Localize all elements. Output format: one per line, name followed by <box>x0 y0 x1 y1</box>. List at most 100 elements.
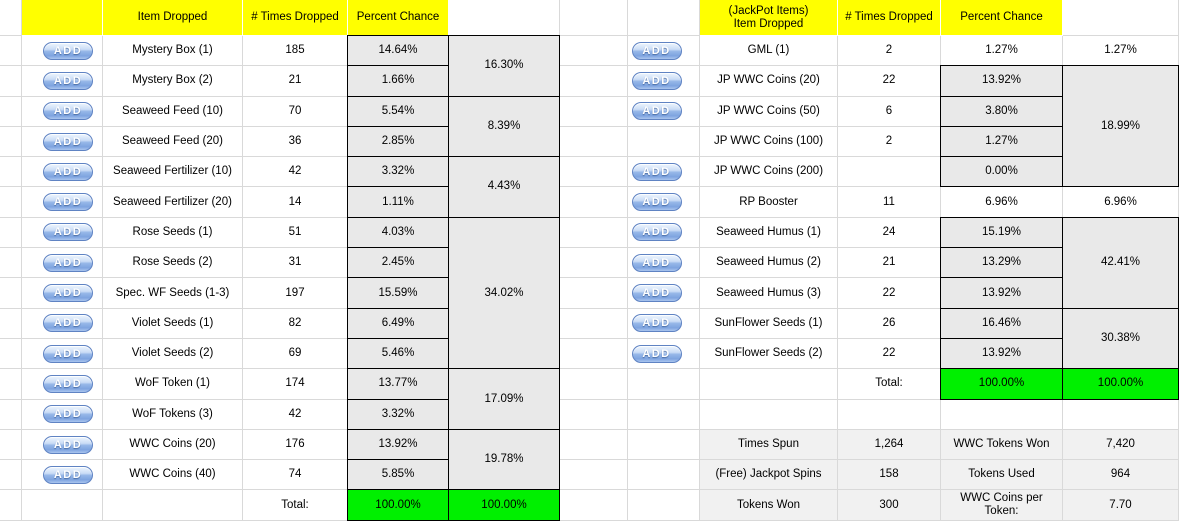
percent-cell: 0.00% <box>940 156 1063 188</box>
gap-cell <box>560 308 628 339</box>
empty-cell <box>0 460 22 491</box>
add-button-seaweed-feed-20[interactable]: ADD <box>43 132 93 151</box>
add-button-seaweed-fertilizer-20[interactable]: ADD <box>43 193 93 212</box>
gap-cell <box>560 338 628 370</box>
add-button-wwc-coins-20[interactable]: ADD <box>43 435 93 454</box>
times-cell: 2 <box>838 126 941 158</box>
add-button-seaweed-humus-1[interactable]: ADD <box>631 223 682 242</box>
empty-cell <box>0 429 22 461</box>
total-label-left: Total: <box>243 490 348 521</box>
gap-cell <box>560 157 628 188</box>
add-button-spec-wf-seeds[interactable]: ADD <box>43 284 93 303</box>
times-cell: 174 <box>243 369 348 400</box>
item-cell: Seaweed Fertilizer (10) <box>103 157 243 188</box>
add-button-wwc-coins-40[interactable]: ADD <box>43 465 93 484</box>
times-cell: 22 <box>838 338 941 370</box>
add-button-sunflower-seeds-2[interactable]: ADD <box>631 344 682 363</box>
add-button-rose-seeds-1[interactable]: ADD <box>43 223 93 242</box>
times-cell: 6 <box>838 96 941 127</box>
group-percent-cell: 1.27% <box>1063 36 1179 67</box>
add-cell: ADD <box>22 96 103 127</box>
item-cell: WoF Token (1) <box>103 369 243 400</box>
item-cell: Seaweed Humus (2) <box>700 248 838 279</box>
add-button-violet-seeds-2[interactable]: ADD <box>43 344 93 363</box>
header-times-dropped-left: # Times Dropped <box>243 0 348 36</box>
total-group-percent-right: 100.00% <box>1062 368 1179 400</box>
percent-cell: 2.45% <box>347 247 449 279</box>
empty-cell <box>838 399 941 430</box>
times-cell: 69 <box>243 338 348 370</box>
empty-cell <box>628 460 700 491</box>
header-group-col-right <box>1063 0 1179 36</box>
gap-cell <box>560 96 628 127</box>
percent-cell: 3.32% <box>347 398 449 430</box>
item-cell: WWC Coins (20) <box>103 429 243 461</box>
empty-cell <box>0 36 22 67</box>
add-cell: ADD <box>22 338 103 370</box>
percent-cell: 13.92% <box>940 277 1063 309</box>
item-cell: JP WWC Coins (20) <box>700 66 838 97</box>
add-button-wof-tokens-3[interactable]: ADD <box>43 405 93 424</box>
item-cell: Seaweed Feed (10) <box>103 96 243 127</box>
empty-cell <box>941 399 1063 430</box>
percent-cell: 3.80% <box>940 95 1063 127</box>
add-cell: ADD <box>22 278 103 309</box>
empty-cell <box>0 308 22 339</box>
add-button-mystery-box-1[interactable]: ADD <box>43 41 93 60</box>
add-cell: ADD <box>22 217 103 249</box>
empty-cell <box>0 248 22 279</box>
item-cell: SunFlower Seeds (1) <box>700 308 838 339</box>
percent-cell: 3.32% <box>347 156 449 188</box>
add-button-seaweed-fertilizer-10[interactable]: ADD <box>43 162 93 181</box>
percent-cell: 16.46% <box>940 307 1063 339</box>
header-times-dropped-right: # Times Dropped <box>838 0 941 36</box>
group-percent-cell: 17.09% <box>448 368 560 430</box>
add-button-seaweed-feed-10[interactable]: ADD <box>43 102 93 121</box>
add-button-wof-token-1[interactable]: ADD <box>43 374 93 393</box>
item-cell: Seaweed Humus (3) <box>700 278 838 309</box>
add-button-violet-seeds-1[interactable]: ADD <box>43 314 93 333</box>
add-cell: ADD <box>628 66 700 97</box>
add-cell: ADD <box>22 429 103 461</box>
times-cell: 82 <box>243 308 348 339</box>
empty-cell <box>628 429 700 461</box>
gap-cell <box>560 126 628 158</box>
gap-cell <box>560 66 628 97</box>
add-button-jp-wwc-coins-50[interactable]: ADD <box>631 102 682 121</box>
item-cell: JP WWC Coins (50) <box>700 96 838 127</box>
times-cell: 197 <box>243 278 348 309</box>
stat-value: 158 <box>838 460 941 491</box>
stat-label: Tokens Used <box>941 460 1063 491</box>
add-button-sunflower-seeds-1[interactable]: ADD <box>631 314 682 333</box>
add-cell: ADD <box>628 96 700 127</box>
times-cell: 31 <box>243 248 348 279</box>
add-cell: ADD <box>22 369 103 400</box>
gap-cell <box>560 278 628 309</box>
add-button-jp-wwc-coins-200[interactable]: ADD <box>631 162 682 181</box>
empty-cell <box>0 66 22 97</box>
add-button-mystery-box-2[interactable]: ADD <box>43 71 93 90</box>
add-button-jp-wwc-coins-20[interactable]: ADD <box>631 71 682 90</box>
stat-value: 300 <box>838 490 941 521</box>
add-cell: ADD <box>628 308 700 339</box>
item-cell: RP Booster <box>700 187 838 218</box>
add-button-rp-booster[interactable]: ADD <box>631 193 682 212</box>
gap-cell <box>560 36 628 67</box>
stat-label: (Free) Jackpot Spins <box>700 460 838 491</box>
add-button-seaweed-humus-3[interactable]: ADD <box>631 284 682 303</box>
gap-cell <box>560 460 628 491</box>
stat-value: 7,420 <box>1063 429 1179 461</box>
stat-label: WWC Tokens Won <box>941 429 1063 461</box>
item-cell: Spec. WF Seeds (1-3) <box>103 278 243 309</box>
gap-cell <box>560 217 628 249</box>
add-cell: ADD <box>22 248 103 279</box>
times-cell: 185 <box>243 36 348 67</box>
item-cell: Seaweed Feed (20) <box>103 126 243 158</box>
add-button-gml-1[interactable]: ADD <box>631 41 682 60</box>
add-button-rose-seeds-2[interactable]: ADD <box>43 253 93 272</box>
add-button-seaweed-humus-2[interactable]: ADD <box>631 253 682 272</box>
empty-cell <box>628 399 700 430</box>
percent-cell: 15.59% <box>347 277 449 309</box>
add-cell: ADD <box>22 126 103 158</box>
add-cell: ADD <box>22 157 103 188</box>
